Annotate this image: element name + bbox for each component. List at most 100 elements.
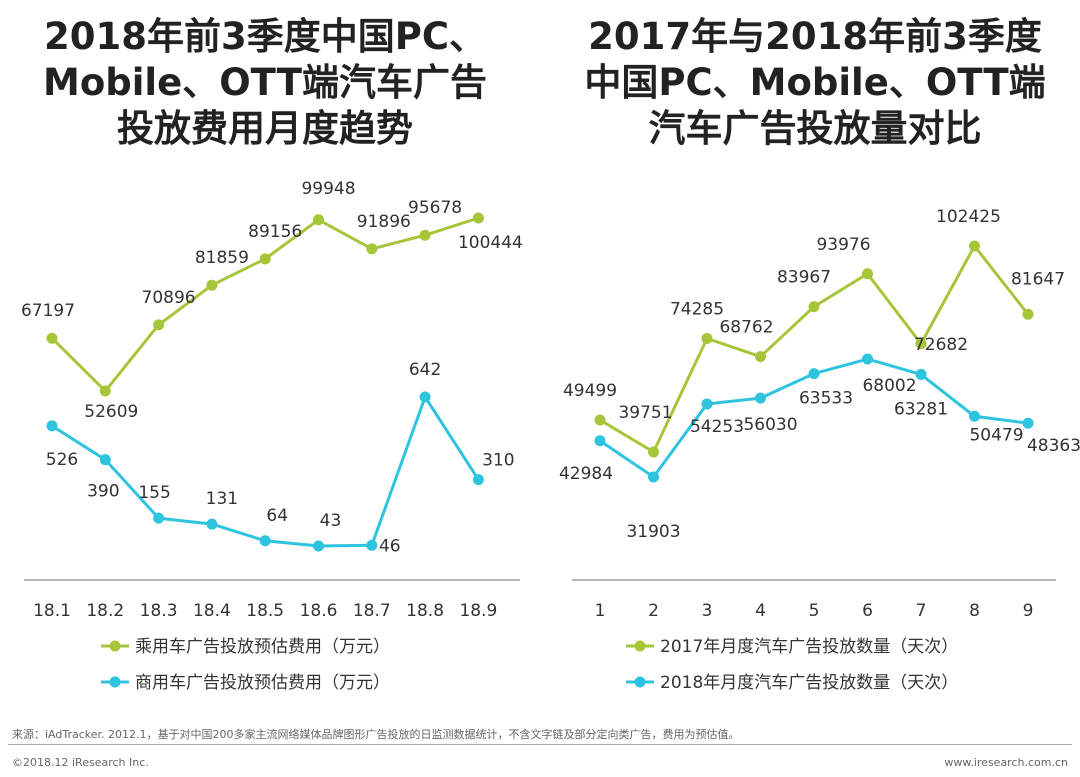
left-x-tick-label-3: 18.3 (140, 601, 178, 621)
right-x-tick-label-7: 7 (916, 601, 927, 621)
left-series-2-data-label-4: 131 (206, 489, 238, 509)
left-series-1-point-2 (99, 385, 111, 397)
left-legend-label-1: 乘用车广告投放预估费用（万元） (135, 637, 390, 657)
right-series-1-point-5 (808, 301, 820, 313)
left-series-2-data-label-5: 64 (266, 506, 288, 526)
right-series-2-point-1 (594, 435, 606, 447)
right-series-1-data-label-2: 39751 (618, 403, 672, 423)
right-series-1-point-3 (701, 332, 713, 344)
right-series-2-point-8 (969, 410, 980, 422)
right-series-1-data-label-6: 93976 (816, 235, 870, 255)
left-title-line-3: 投放费用月度趋势 (117, 107, 413, 150)
right-series-1-point-1 (594, 414, 606, 426)
left-series-2-point-8 (419, 391, 431, 403)
footer-divider (8, 744, 1072, 745)
left-series-2-point-2 (99, 454, 111, 466)
left-x-tick-label-6: 18.6 (300, 601, 338, 621)
left-series-2-data-label-8: 642 (409, 360, 441, 380)
left-series-2-data-label-1: 526 (46, 450, 78, 470)
left-series-2-point-7 (366, 539, 378, 551)
right-x-tick-label-2: 2 (648, 601, 659, 621)
right-legend-marker-1 (634, 640, 646, 652)
left-series-1-data-label-3: 70896 (142, 288, 196, 308)
right-legend-marker-2 (634, 676, 646, 688)
source-note: 来源：iAdTracker. 2012.1，基于对中国200多家主流网络媒体品牌… (12, 728, 740, 741)
left-series-2-data-label-9: 310 (482, 451, 514, 471)
left-series-1-data-label-9: 100444 (458, 233, 523, 253)
left-series-1-point-6 (313, 214, 324, 226)
right-series-2-point-7 (915, 368, 927, 380)
left-series-1-point-4 (206, 279, 218, 291)
left-series-1-point-9 (472, 212, 484, 224)
right-series-2-point-3 (701, 398, 713, 410)
right-x-tick-label-9: 9 (1023, 601, 1034, 621)
left-series-1-point-5 (259, 253, 271, 265)
left-series-2-point-3 (153, 512, 165, 524)
right-x-tick-label-3: 3 (702, 601, 713, 621)
right-x-tick-label-1: 1 (595, 601, 606, 621)
right-series-2-data-label-8: 50479 (969, 425, 1023, 445)
right-series-2-point-6 (862, 353, 873, 365)
left-x-tick-label-8: 18.8 (406, 601, 444, 621)
left-series-1-data-label-5: 89156 (248, 222, 302, 242)
left-series-2-data-label-2: 390 (87, 482, 119, 502)
right-series-2-data-label-4: 56030 (743, 415, 797, 435)
right-x-tick-label-8: 8 (969, 601, 980, 621)
right-legend-label-2: 2018年月度汽车广告投放数量（天次） (660, 673, 958, 693)
right-series-1-point-6 (862, 268, 873, 280)
right-series-1-point-7 (915, 338, 927, 350)
left-series-2-data-label-3: 155 (138, 483, 170, 503)
right-title-line-3: 汽车广告投放量对比 (648, 107, 982, 150)
left-series-2-point-5 (259, 535, 271, 547)
right-series-1-point-4 (755, 351, 766, 363)
right-series-2-data-label-9: 48363 (1027, 436, 1080, 456)
right-series-2-point-4 (755, 392, 766, 404)
left-series-2-data-label-6: 43 (320, 511, 342, 531)
right-series-2-data-label-3: 54253 (690, 417, 744, 437)
right-title-line-2: 中国PC、Mobile、OTT端 (584, 61, 1046, 104)
left-series-1-point-7 (366, 243, 378, 255)
left-series-1-point-3 (153, 319, 165, 331)
right-chart-title: 2017年与2018年前3季度 中国PC、Mobile、OTT端 汽车广告投放量… (560, 14, 1070, 152)
left-series-1-data-label-2: 52609 (84, 402, 138, 422)
left-legend-marker-2 (109, 676, 121, 688)
right-x-tick-label-4: 4 (755, 601, 766, 621)
left-x-tick-label-9: 18.9 (459, 601, 497, 621)
left-series-1-data-label-8: 95678 (408, 198, 462, 218)
left-series-1-point-1 (46, 332, 58, 344)
right-series-1-point-2 (648, 446, 659, 458)
right-series-1-data-label-9: 81647 (1011, 269, 1065, 289)
right-series-2-data-label-1: 42984 (559, 464, 613, 484)
left-chart-title: 2018年前3季度中国PC、 Mobile、OTT端汽车广告 投放费用月度趋势 (10, 14, 520, 152)
right-series-1-data-label-1: 49499 (563, 381, 617, 401)
right-series-1-data-label-8: 102425 (936, 207, 1001, 227)
copyright: ©2018.12 iResearch Inc. (12, 756, 149, 769)
left-series-2-point-6 (313, 540, 324, 552)
right-series-1-point-8 (969, 240, 980, 252)
left-series-2-point-9 (472, 474, 484, 486)
right-series-2-point-9 (1022, 417, 1034, 429)
right-title-line-1: 2017年与2018年前3季度 (588, 15, 1042, 58)
right-series-1-data-label-5: 83967 (777, 268, 831, 288)
right-x-tick-label-6: 6 (862, 601, 873, 621)
right-series-2-data-label-2: 31903 (626, 522, 680, 542)
left-series-2-point-1 (46, 420, 58, 432)
right-series-2-data-label-6: 68002 (862, 376, 916, 396)
right-series-1-data-label-3: 74285 (670, 299, 724, 319)
left-series-1-data-label-4: 81859 (195, 248, 249, 268)
right-series-2-data-label-7: 63281 (894, 399, 948, 419)
left-x-tick-label-1: 18.1 (33, 601, 71, 621)
website: www.iresearch.com.cn (944, 756, 1068, 769)
left-x-tick-label-7: 18.7 (353, 601, 391, 621)
right-series-2-point-2 (648, 471, 659, 483)
left-series-2-data-label-7: 46 (379, 536, 401, 556)
left-title-line-2: Mobile、OTT端汽车广告 (43, 61, 487, 104)
left-series-1-point-8 (419, 229, 431, 241)
left-title-line-1: 2018年前3季度中国PC、 (44, 15, 486, 58)
left-x-tick-label-4: 18.4 (193, 601, 231, 621)
right-series-2-point-5 (808, 368, 820, 380)
left-series-1-data-label-7: 91896 (357, 212, 411, 232)
left-legend-marker-1 (109, 640, 121, 652)
right-x-tick-label-5: 5 (809, 601, 820, 621)
